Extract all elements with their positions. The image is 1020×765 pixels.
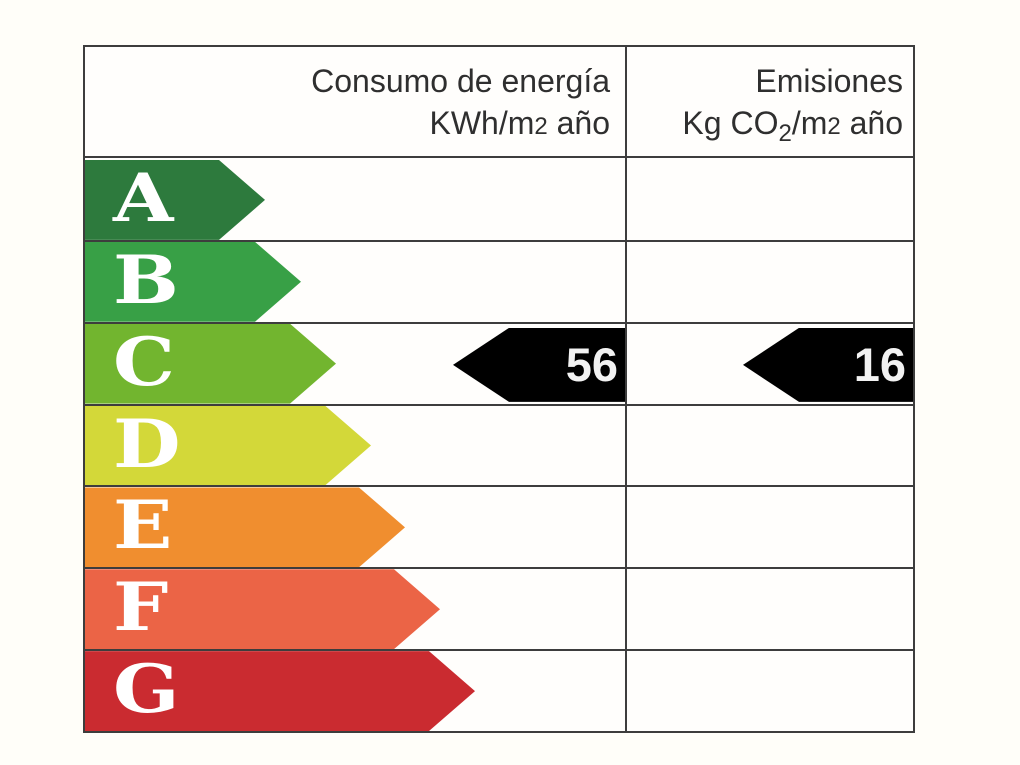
rating-letter-g: G <box>113 650 180 729</box>
emissions-value-marker-value: 16 <box>853 338 906 392</box>
rating-row-c: C <box>85 324 913 406</box>
consumption-column-header: Consumo de energía KWh/m2 año <box>85 47 627 156</box>
consumption-unit: KWh/m2 año <box>85 102 610 148</box>
emissions-unit-suffix: año <box>840 105 903 141</box>
rating-letter-b: B <box>113 240 179 319</box>
rating-row-f: F <box>85 569 913 652</box>
rating-letter-a: A <box>113 158 174 237</box>
rating-arrow-d: D <box>85 406 371 486</box>
emissions-unit-mid: /m <box>791 105 828 141</box>
consumption-value-marker-value: 56 <box>565 338 618 392</box>
emissions-title: Emisiones <box>755 63 903 99</box>
rating-arrow-g: G <box>85 651 475 731</box>
consumption-unit-suffix: año <box>547 105 610 141</box>
consumption-title: Consumo de energía <box>311 63 610 99</box>
rating-table: Consumo de energía KWh/m2 año Emisiones … <box>83 45 915 733</box>
emissions-column-header: Emisiones Kg CO2/m2 año <box>627 47 913 156</box>
rating-arrow-e: E <box>85 487 405 567</box>
rating-row-a: A <box>85 160 913 242</box>
emissions-co2-subscript: 2 <box>778 120 792 147</box>
rating-letter-d: D <box>113 404 181 483</box>
consumption-unit-exponent: 2 <box>534 113 548 140</box>
consumption-unit-text: KWh/m <box>429 105 535 141</box>
rating-row-g: G <box>85 651 913 731</box>
rating-letter-f: F <box>113 568 169 647</box>
emissions-unit-exponent: 2 <box>827 113 841 140</box>
rating-arrow-c: C <box>85 324 336 404</box>
rating-arrow-f: F <box>85 569 440 649</box>
rating-arrow-a: A <box>85 160 265 240</box>
rating-arrow-b: B <box>85 242 301 322</box>
emissions-unit-text: Kg CO <box>682 105 779 141</box>
column-divider <box>625 47 627 731</box>
rating-row-b: B <box>85 242 913 324</box>
rating-letter-c: C <box>113 322 175 401</box>
table-header: Consumo de energía KWh/m2 año Emisiones … <box>85 47 913 158</box>
rating-row-e: E <box>85 487 913 570</box>
rating-letter-e: E <box>113 486 173 565</box>
emissions-unit: Kg CO2/m2 año <box>627 102 903 148</box>
rating-row-d: D <box>85 406 913 488</box>
